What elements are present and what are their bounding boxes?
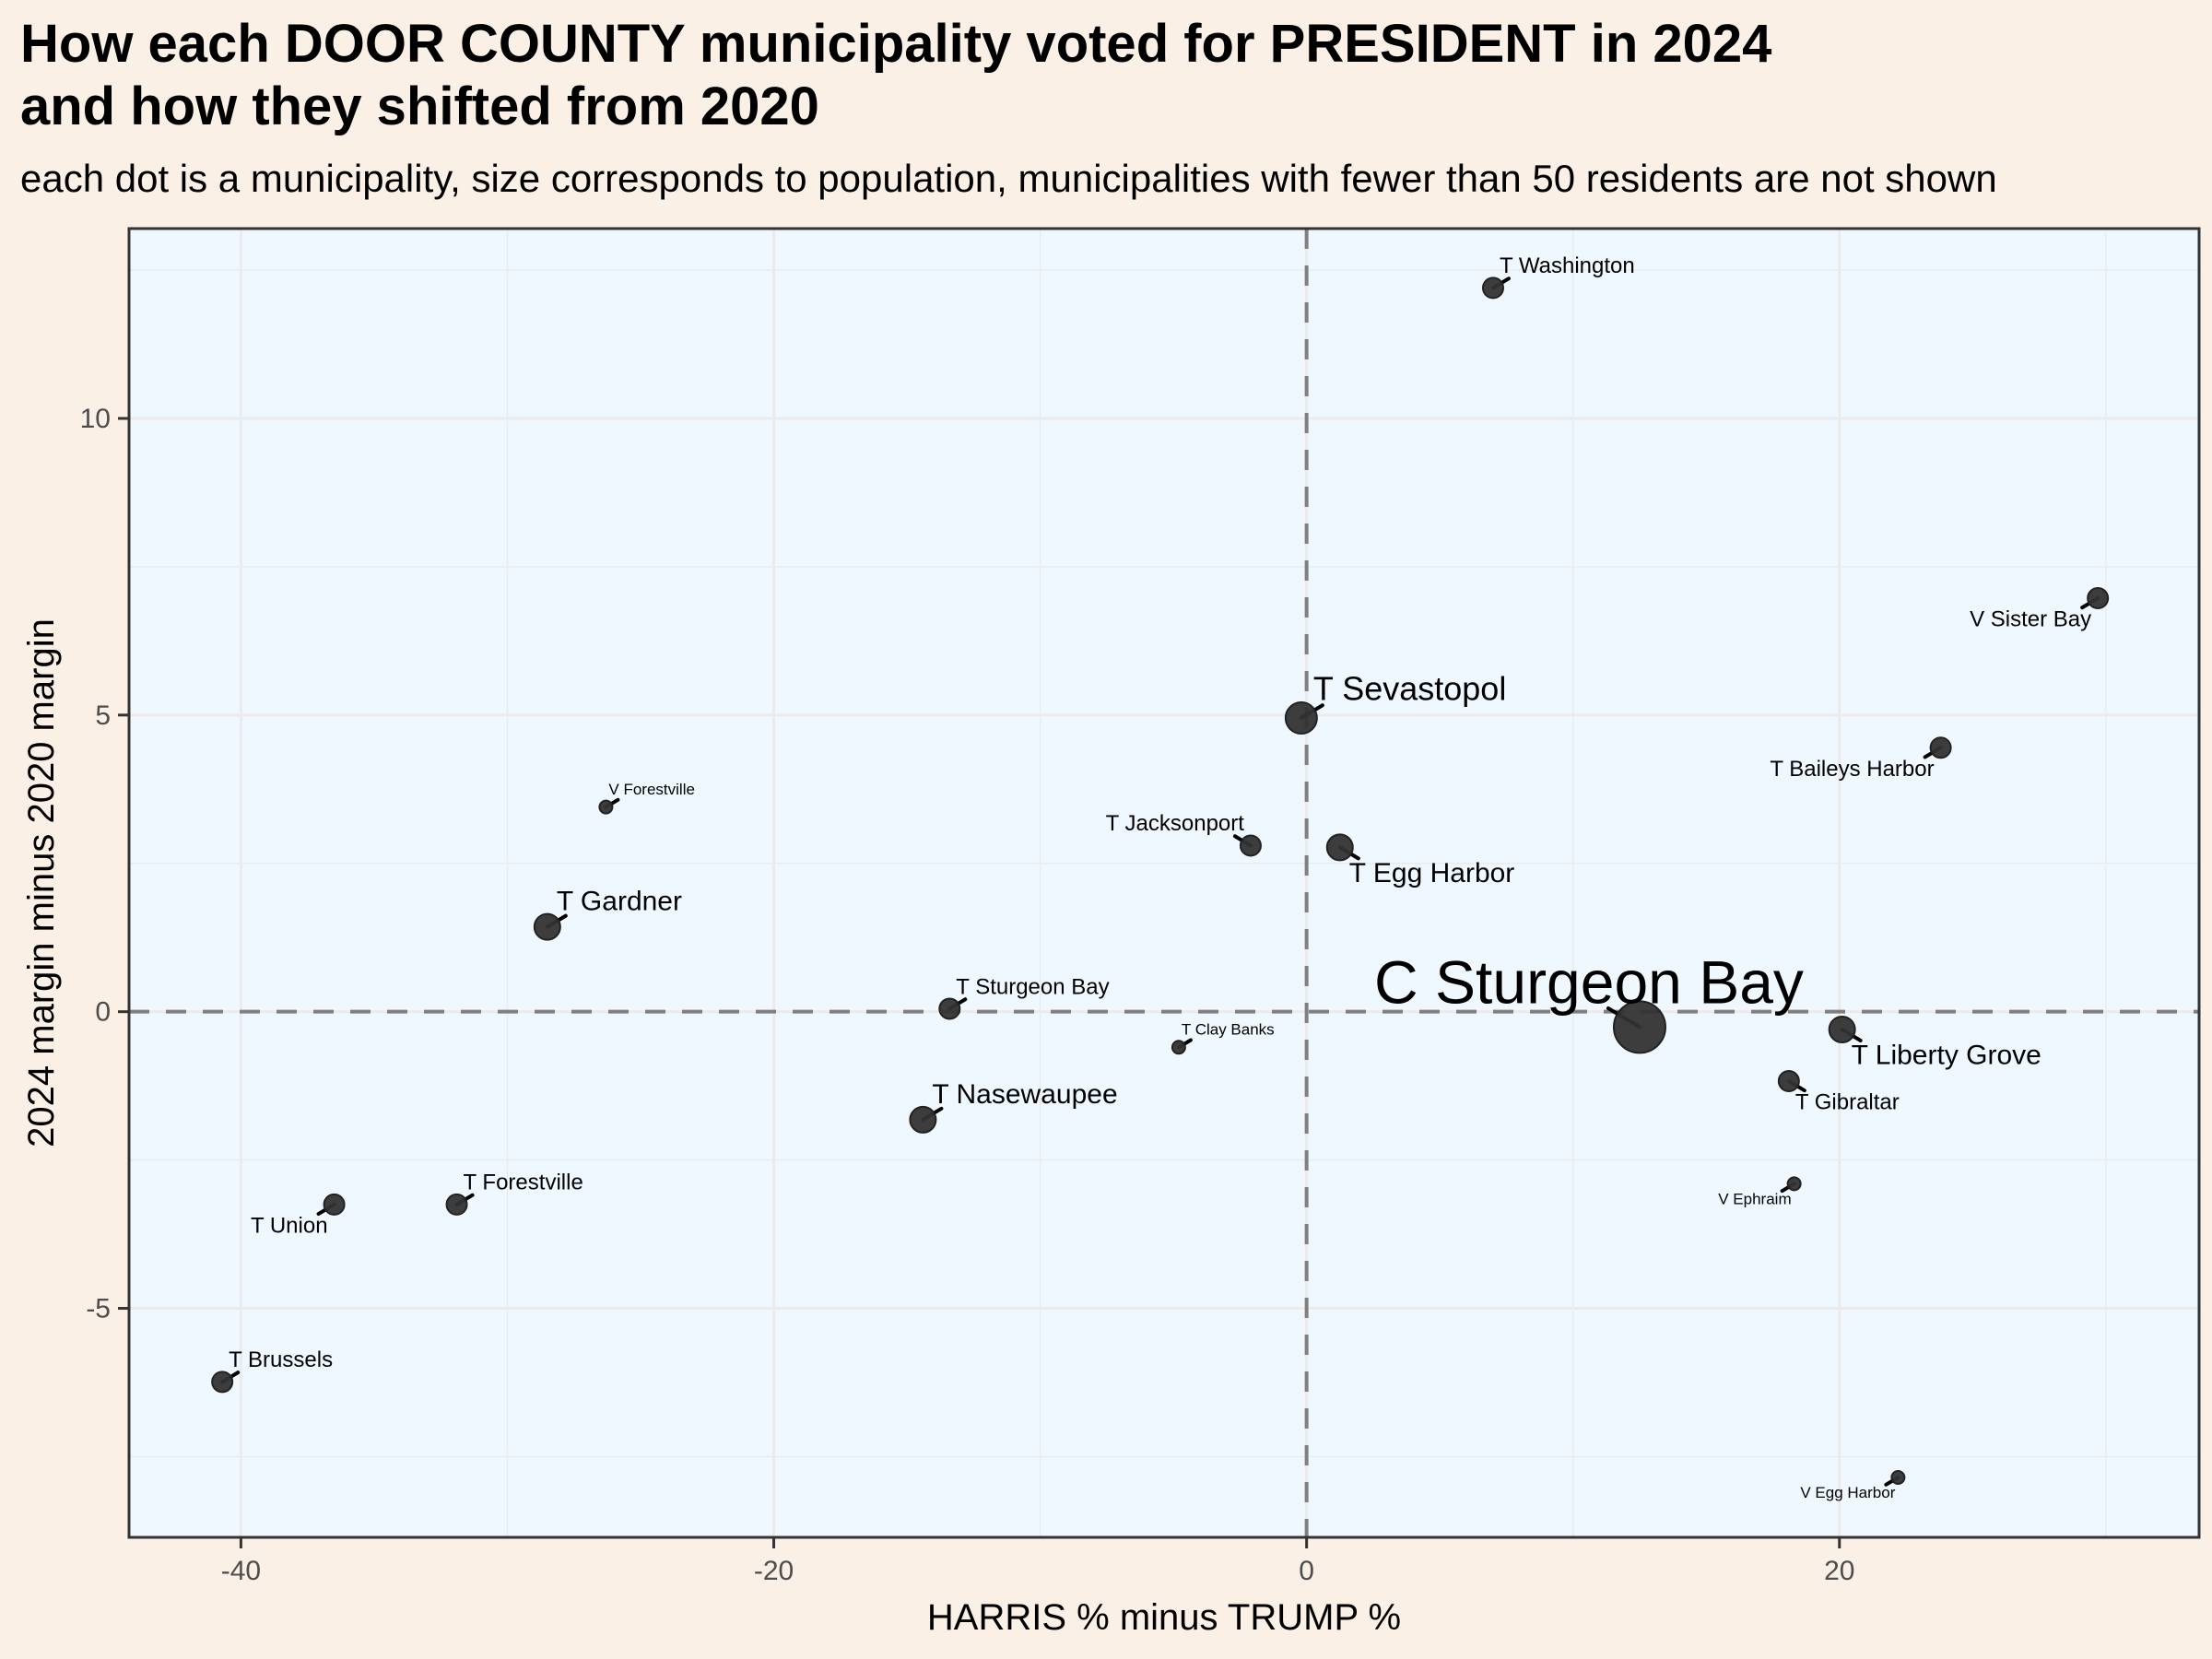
y-axis: -5 0 5 10 [80,404,129,1324]
point-label: T Brussels [229,1347,333,1372]
data-point [1777,1069,1800,1092]
point-label: T Gibraltar [1795,1090,1900,1115]
point-label: T Clay Banks [1182,1021,1275,1039]
point-label: T Forestville [464,1171,583,1195]
data-point [1612,1000,1666,1054]
data-point [2087,587,2110,610]
reference-lines [129,229,2199,1537]
x-tick-label: 0 [1299,1556,1314,1586]
y-tick-label: 5 [95,700,111,731]
data-point [909,1105,937,1134]
point-label: T Jacksonport [1106,811,1245,836]
point-labels: T Washington V Sister Bay T Sevastopol T Ba… [229,253,2091,1501]
chart-title: How each DOOR COUNTY municipality voted … [20,13,2195,138]
y-tick-label: 10 [80,404,111,434]
point-label: T Gardner [557,887,682,917]
minor-gridlines [129,229,2199,1537]
point-label: T Union [251,1213,328,1238]
point-label: V Egg Harbor [1800,1484,1895,1501]
point-label: T Sevastopol [1313,669,1506,707]
point-label: T Washington [1500,253,1635,278]
point-label: T Liberty Grove [1852,1040,2041,1070]
point-label: T Egg Harbor [1349,858,1515,888]
data-point [1786,1176,1802,1192]
data-point [211,1371,234,1394]
data-point [533,912,561,941]
point-label: T Baileys Harbor [1770,757,1934,782]
y-tick-label: 0 [95,997,111,1028]
point-label: T Sturgeon Bay [956,974,1109,999]
data-point [1171,1040,1186,1055]
data-points [211,276,2110,1485]
data-point [1828,1015,1856,1043]
data-point [1284,701,1318,735]
x-tick-label: -20 [754,1556,794,1586]
y-tick-label: -5 [86,1294,111,1324]
point-label: C Sturgeon Bay [1374,947,1804,1016]
x-axis: -40 -20 0 20 [221,1537,1854,1586]
x-axis-title: HARRIS % minus TRUMP % [927,1597,1401,1638]
data-point [1239,834,1262,857]
point-label: V Sister Bay [1970,607,2091,632]
plot-border [127,227,2201,1539]
y-axis-title: 2024 margin minus 2020 margin [21,618,62,1147]
data-point [1325,833,1354,862]
data-point [323,1193,346,1216]
data-point [1890,1469,1906,1485]
data-point [598,799,614,815]
data-point [938,997,961,1020]
point-label: V Ephraim [1718,1191,1791,1208]
chart-title-line-2: and how they shifted from 2020 [20,76,819,136]
data-point [1929,736,1952,759]
data-point [445,1193,468,1216]
x-tick-label: 20 [1824,1556,1854,1586]
data-point [1481,276,1504,300]
x-tick-label: -40 [221,1556,261,1586]
point-label: V Forestville [608,781,695,798]
chart-title-line-1: How each DOOR COUNTY municipality voted … [20,14,1772,74]
point-label: T Nasewaupee [932,1079,1117,1110]
plot-panel [129,229,2199,1537]
chart-subtitle: each dot is a municipality, size corresp… [20,157,1997,200]
